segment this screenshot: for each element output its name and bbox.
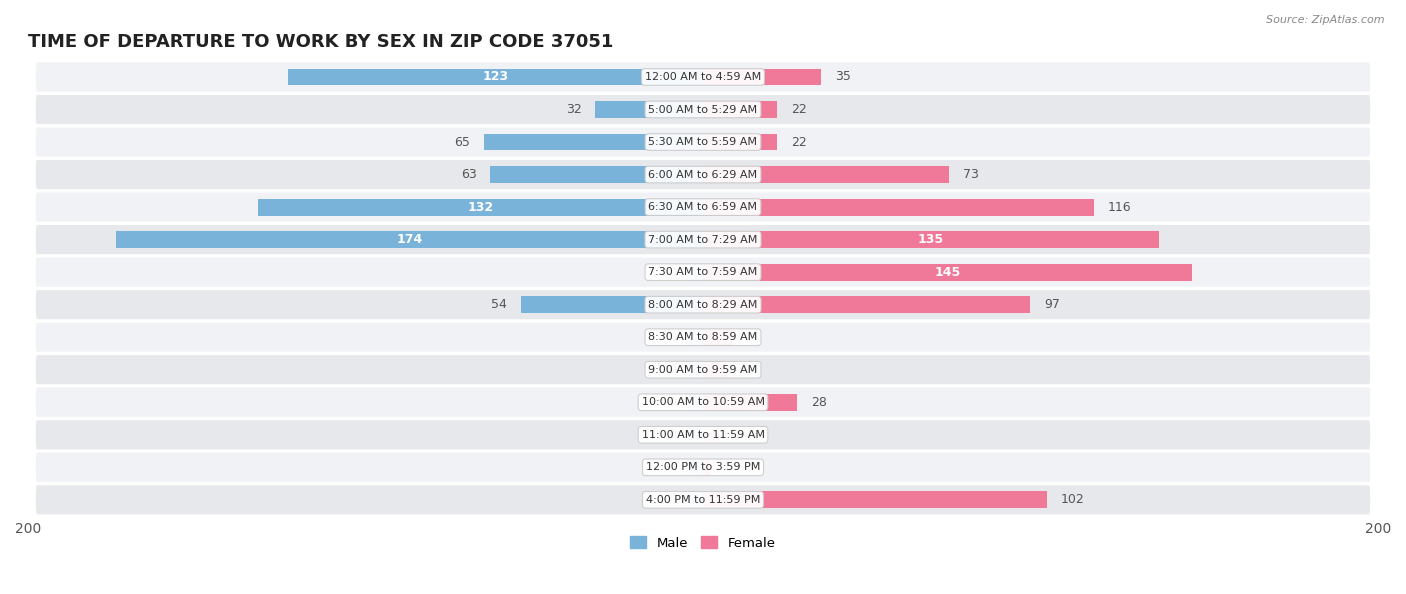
Bar <box>686 264 703 280</box>
Text: 174: 174 <box>396 233 423 246</box>
Text: 6:00 AM to 6:29 AM: 6:00 AM to 6:29 AM <box>648 169 758 179</box>
Text: 22: 22 <box>790 135 807 148</box>
Text: 116: 116 <box>1108 201 1132 214</box>
FancyBboxPatch shape <box>35 94 1371 125</box>
FancyBboxPatch shape <box>35 127 1371 157</box>
Bar <box>491 166 703 183</box>
Text: 132: 132 <box>467 201 494 214</box>
FancyBboxPatch shape <box>35 191 1371 223</box>
Text: 7: 7 <box>740 363 748 376</box>
Text: 0: 0 <box>668 266 676 279</box>
Text: 8:00 AM to 8:29 AM: 8:00 AM to 8:29 AM <box>648 299 758 309</box>
Bar <box>686 426 703 443</box>
Text: 0: 0 <box>668 331 676 344</box>
Text: 0: 0 <box>668 494 676 506</box>
Bar <box>288 68 703 86</box>
Bar <box>703 361 727 378</box>
FancyBboxPatch shape <box>35 387 1371 418</box>
FancyBboxPatch shape <box>35 451 1371 483</box>
Text: 35: 35 <box>835 71 851 84</box>
Text: TIME OF DEPARTURE TO WORK BY SEX IN ZIP CODE 37051: TIME OF DEPARTURE TO WORK BY SEX IN ZIP … <box>28 33 613 51</box>
Text: 11:00 AM to 11:59 AM: 11:00 AM to 11:59 AM <box>641 430 765 440</box>
Bar <box>484 134 703 150</box>
Text: 0: 0 <box>668 428 676 441</box>
Bar <box>703 166 949 183</box>
FancyBboxPatch shape <box>35 354 1371 386</box>
Text: 10:00 AM to 10:59 AM: 10:00 AM to 10:59 AM <box>641 397 765 407</box>
Bar <box>703 134 778 150</box>
Text: 7:30 AM to 7:59 AM: 7:30 AM to 7:59 AM <box>648 267 758 277</box>
Bar <box>703 231 1159 248</box>
Text: 97: 97 <box>1043 298 1060 311</box>
Text: 12:00 PM to 3:59 PM: 12:00 PM to 3:59 PM <box>645 462 761 472</box>
Text: 6:30 AM to 6:59 AM: 6:30 AM to 6:59 AM <box>648 202 758 212</box>
Text: 0: 0 <box>668 396 676 409</box>
Bar <box>703 296 1031 313</box>
Text: 102: 102 <box>1060 494 1084 506</box>
Bar <box>703 491 1047 508</box>
Text: 4:00 PM to 11:59 PM: 4:00 PM to 11:59 PM <box>645 495 761 505</box>
Bar <box>703 328 734 346</box>
FancyBboxPatch shape <box>35 61 1371 93</box>
Text: 9: 9 <box>747 331 755 344</box>
Bar <box>703 394 797 410</box>
Text: 32: 32 <box>565 103 582 116</box>
Text: 8:30 AM to 8:59 AM: 8:30 AM to 8:59 AM <box>648 332 758 342</box>
Legend: Male, Female: Male, Female <box>626 531 780 555</box>
Text: 63: 63 <box>461 168 477 181</box>
Bar <box>115 231 703 248</box>
FancyBboxPatch shape <box>35 257 1371 287</box>
FancyBboxPatch shape <box>35 224 1371 255</box>
Text: 2: 2 <box>723 461 731 474</box>
Text: 145: 145 <box>935 266 960 279</box>
Bar <box>686 491 703 508</box>
Bar <box>686 328 703 346</box>
Text: 0: 0 <box>730 428 738 441</box>
Bar <box>257 198 703 216</box>
Bar <box>686 394 703 410</box>
FancyBboxPatch shape <box>35 289 1371 320</box>
Bar <box>703 264 1192 280</box>
Bar <box>703 101 778 118</box>
Text: 22: 22 <box>790 103 807 116</box>
Text: 5:00 AM to 5:29 AM: 5:00 AM to 5:29 AM <box>648 105 758 115</box>
Bar <box>595 101 703 118</box>
FancyBboxPatch shape <box>35 419 1371 450</box>
FancyBboxPatch shape <box>35 484 1371 516</box>
FancyBboxPatch shape <box>35 159 1371 190</box>
Text: 0: 0 <box>668 461 676 474</box>
Text: 0: 0 <box>668 363 676 376</box>
Bar <box>703 198 1094 216</box>
Text: 73: 73 <box>963 168 979 181</box>
Text: 12:00 AM to 4:59 AM: 12:00 AM to 4:59 AM <box>645 72 761 82</box>
Text: 5:30 AM to 5:59 AM: 5:30 AM to 5:59 AM <box>648 137 758 147</box>
FancyBboxPatch shape <box>35 321 1371 353</box>
Text: Source: ZipAtlas.com: Source: ZipAtlas.com <box>1267 15 1385 25</box>
Bar <box>520 296 703 313</box>
Bar <box>703 68 821 86</box>
Text: 7:00 AM to 7:29 AM: 7:00 AM to 7:29 AM <box>648 235 758 245</box>
Bar <box>686 361 703 378</box>
Text: 9:00 AM to 9:59 AM: 9:00 AM to 9:59 AM <box>648 365 758 375</box>
Text: 123: 123 <box>482 71 509 84</box>
Bar <box>703 426 720 443</box>
Text: 54: 54 <box>492 298 508 311</box>
Text: 135: 135 <box>918 233 943 246</box>
Bar <box>703 459 710 476</box>
Bar <box>686 459 703 476</box>
Text: 65: 65 <box>454 135 470 148</box>
Text: 28: 28 <box>811 396 827 409</box>
